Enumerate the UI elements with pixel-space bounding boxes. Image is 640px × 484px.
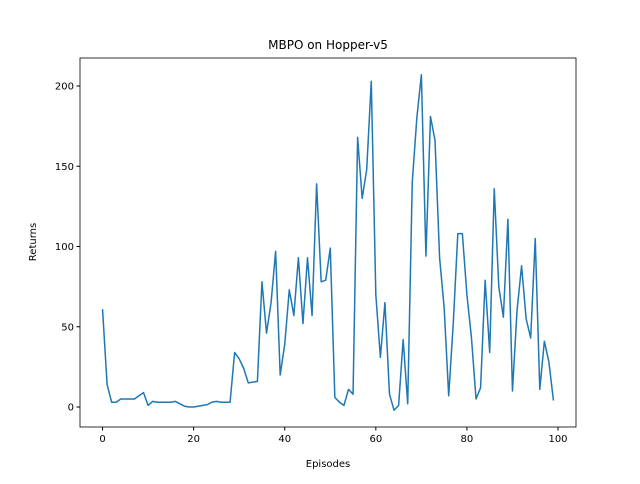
x-tick-label: 80 xyxy=(461,434,474,445)
y-tick-label: 50 xyxy=(61,322,74,333)
x-tick-label: 0 xyxy=(99,434,105,445)
y-tick-label: 0 xyxy=(68,403,74,414)
y-tick-label: 150 xyxy=(55,162,74,173)
chart-title: MBPO on Hopper-v5 xyxy=(268,38,388,52)
x-axis-label: Episodes xyxy=(306,459,350,470)
y-axis-label: Returns xyxy=(28,223,39,261)
x-tick-label: 60 xyxy=(369,434,382,445)
x-tick-label: 40 xyxy=(278,434,291,445)
y-tick-label: 200 xyxy=(55,82,74,93)
x-tick-label: 100 xyxy=(548,434,567,445)
y-tick-label: 100 xyxy=(55,242,74,253)
plot-frame xyxy=(79,57,577,428)
x-tick-label: 20 xyxy=(187,434,200,445)
line-series xyxy=(101,74,555,411)
